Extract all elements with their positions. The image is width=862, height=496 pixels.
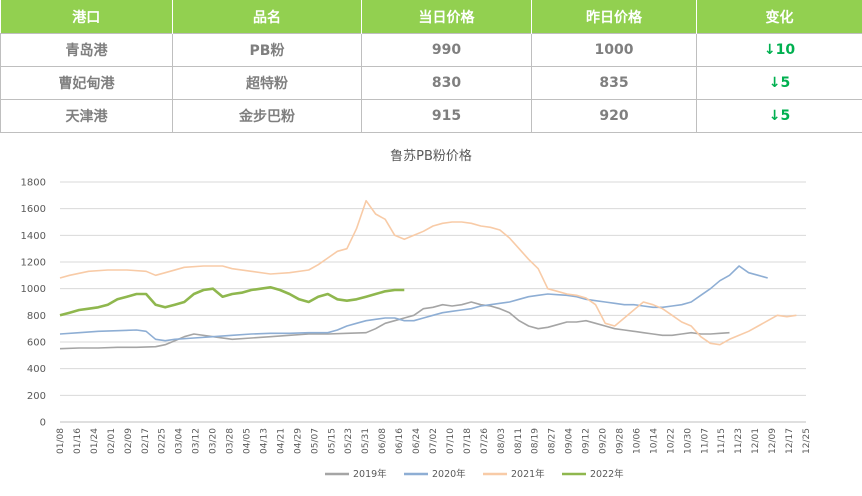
chart-series (59, 199, 797, 350)
table-row: 曹妃甸港 超特粉 830 835 ↓5 (0, 66, 862, 100)
cell-change: ↓10 (696, 33, 862, 67)
x-tick-label: 04/21 (276, 428, 286, 454)
series-line (59, 301, 730, 350)
x-tick-label: 02/01 (107, 428, 117, 454)
price-line-chart: 鲁苏PB粉价格 0 200 400 600 800 1000 1200 1400 1600 180… (21, 148, 812, 480)
series-line (59, 265, 768, 342)
cell-product: PB粉 (172, 33, 362, 67)
header-today: 当日价格 (361, 0, 532, 34)
x-tick-label: 10/22 (666, 428, 676, 454)
x-tick-label: 10/06 (632, 428, 642, 454)
series-line (59, 286, 405, 317)
x-tick-label: 08/27 (548, 428, 558, 454)
x-tick-label: 08/19 (531, 428, 541, 454)
y-tick-label: 1200 (21, 258, 46, 269)
y-tick-label: 1000 (21, 284, 46, 295)
x-tick-label: 08/03 (497, 428, 507, 454)
x-tick-label: 04/13 (259, 428, 269, 454)
cell-yesterday: 920 (531, 99, 697, 133)
x-tick-label: 10/14 (649, 428, 659, 454)
cell-port: 天津港 (0, 99, 173, 133)
x-tick-label: 12/25 (802, 428, 812, 454)
chart-title: 鲁苏PB粉价格 (390, 148, 472, 164)
x-tick-label: 06/08 (378, 428, 388, 454)
x-axis: 01/08 01/16 01/24 02/01 02/09 02/17 02/25 03/04… (56, 421, 812, 454)
x-tick-label: 06/24 (412, 428, 422, 454)
x-tick-label: 05/23 (344, 428, 354, 454)
table-header-row: 港口 品名 当日价格 昨日价格 变化 (0, 0, 862, 34)
x-tick-label: 09/12 (582, 428, 592, 454)
x-tick-label: 11/07 (700, 428, 710, 454)
x-tick-label: 03/20 (209, 428, 219, 454)
x-tick-label: 11/15 (717, 428, 727, 454)
y-tick-label: 200 (27, 391, 46, 402)
x-tick-label: 03/28 (226, 428, 236, 454)
x-tick-label: 03/04 (175, 428, 185, 454)
x-tick-label: 01/24 (90, 428, 100, 454)
x-tick-label: 11/23 (734, 428, 744, 454)
x-tick-label: 12/09 (768, 428, 778, 454)
cell-yesterday: 835 (531, 66, 697, 100)
x-tick-label: 12/17 (785, 428, 795, 454)
cell-today: 915 (361, 99, 532, 133)
x-tick-label: 04/05 (243, 428, 253, 454)
y-tick-label: 1600 (21, 204, 46, 215)
header-port: 港口 (0, 0, 173, 34)
cell-product: 金步巴粉 (172, 99, 362, 133)
series-line (59, 199, 797, 346)
legend-label: 2020年 (432, 468, 466, 480)
chart-legend: 2019年 2020年 2021年 2022年 (325, 468, 624, 480)
x-tick-label: 09/04 (565, 428, 575, 454)
x-tick-label: 06/16 (395, 428, 405, 454)
header-change: 变化 (696, 0, 862, 34)
x-tick-label: 03/12 (192, 428, 202, 454)
table-row: 天津港 金步巴粉 915 920 ↓5 (0, 99, 862, 133)
cell-today: 990 (361, 33, 532, 67)
y-tick-label: 1800 (21, 178, 46, 189)
y-tick-label: 400 (27, 364, 46, 375)
x-tick-label: 02/25 (158, 428, 168, 454)
x-tick-label: 02/09 (124, 428, 134, 454)
cell-change: ↓5 (696, 99, 862, 133)
cell-yesterday: 1000 (531, 33, 697, 67)
x-tick-label: 01/16 (73, 428, 83, 454)
legend-label: 2021年 (511, 468, 545, 480)
cell-product: 超特粉 (172, 66, 362, 100)
x-tick-label: 01/08 (56, 428, 66, 454)
header-yesterday: 昨日价格 (531, 0, 697, 34)
x-tick-label: 12/01 (751, 428, 761, 454)
y-tick-label: 1400 (21, 231, 46, 242)
x-tick-label: 07/10 (446, 428, 456, 454)
legend-label: 2019年 (353, 468, 387, 480)
x-tick-label: 05/31 (361, 428, 371, 454)
y-tick-label: 0 (40, 418, 46, 429)
x-tick-label: 02/17 (141, 428, 151, 454)
y-tick-label: 800 (27, 311, 46, 322)
cell-port: 曹妃甸港 (0, 66, 173, 100)
x-tick-label: 10/30 (683, 428, 693, 454)
y-axis: 0 200 400 600 800 1000 1200 1400 1600 1800 (21, 178, 46, 429)
y-tick-label: 600 (27, 338, 46, 349)
x-tick-label: 07/02 (429, 428, 439, 454)
x-tick-label: 05/07 (310, 428, 320, 454)
header-product: 品名 (172, 0, 362, 34)
price-table: 港口 品名 当日价格 昨日价格 变化 青岛港 PB粉 990 1000 ↓10 … (0, 0, 862, 133)
table-row: 青岛港 PB粉 990 1000 ↓10 (0, 33, 862, 67)
x-tick-label: 05/15 (327, 428, 337, 454)
x-tick-label: 08/11 (514, 428, 524, 454)
x-tick-label: 09/28 (616, 428, 626, 454)
x-tick-label: 07/18 (463, 428, 473, 454)
x-tick-label: 04/29 (293, 428, 303, 454)
cell-port: 青岛港 (0, 33, 173, 67)
cell-today: 830 (361, 66, 532, 100)
x-tick-label: 07/26 (480, 428, 490, 454)
cell-change: ↓5 (696, 66, 862, 100)
chart-grid (60, 181, 806, 423)
x-tick-label: 09/20 (599, 428, 609, 454)
legend-label: 2022年 (590, 468, 624, 480)
